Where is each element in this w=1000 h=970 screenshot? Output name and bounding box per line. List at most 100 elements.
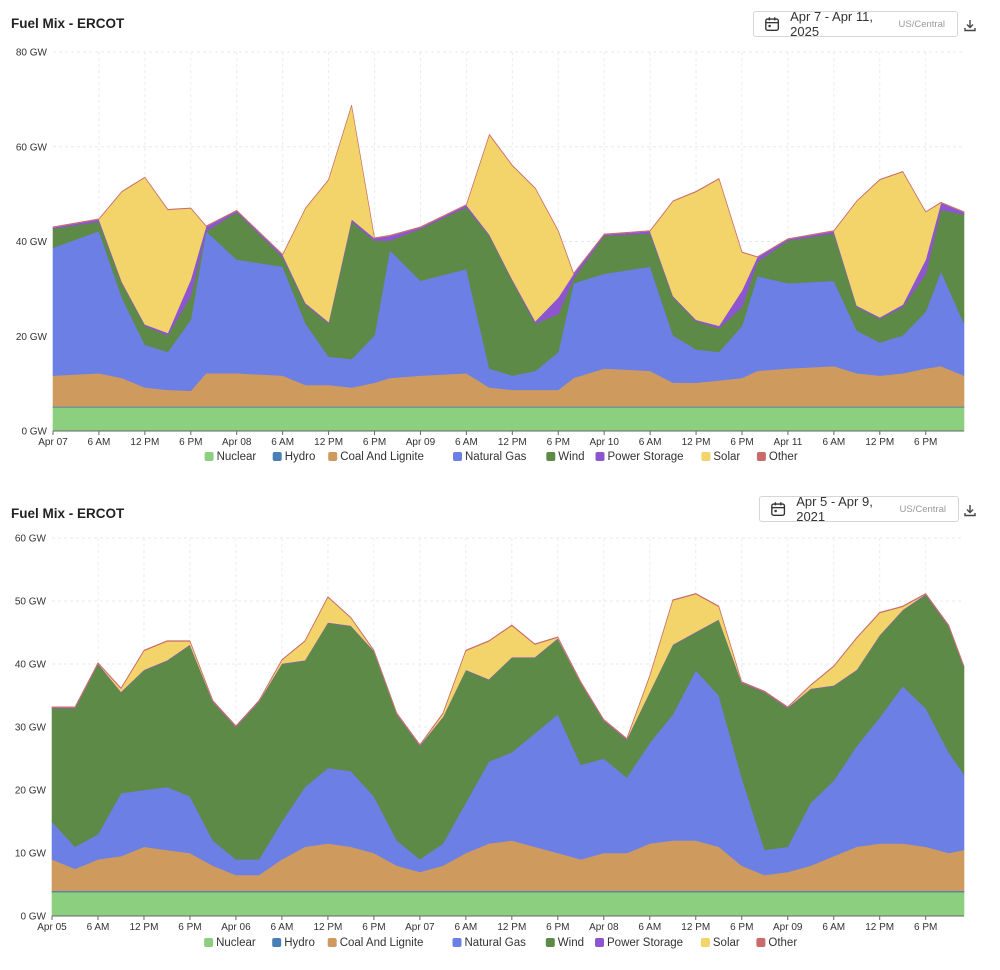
x-tick-label: Apr 11: [774, 437, 803, 448]
fuel-mix-panel-2021: 0 GW 10 GW 20 GW 30 GW 40 GW 50 GW 60 GW Apr 05…: [0, 490, 1000, 970]
x-tick-label: 6 AM: [455, 437, 478, 448]
legend-swatch: [545, 938, 555, 947]
legend-label: Coal And Lignite: [340, 937, 424, 949]
x-tick-label: 6 PM: [547, 437, 570, 448]
x-tick-label: Apr 05: [37, 922, 67, 933]
x-tick-label: 6 AM: [638, 922, 661, 933]
x-tick-label: Apr 08: [589, 922, 619, 933]
legend-item-wind: Wind: [546, 451, 585, 463]
date-range-picker[interactable]: Apr 5 - Apr 9, 2021 US/Central: [759, 494, 959, 524]
legend-label: Other: [768, 937, 797, 949]
x-tick-label: 6 PM: [730, 437, 753, 448]
legend-swatch: [204, 938, 214, 947]
download-icon[interactable]: [963, 18, 977, 32]
x-tick-label: Apr 10: [589, 437, 619, 448]
legend-item-power-storage: Power Storage: [595, 451, 684, 463]
legend-swatch: [546, 452, 556, 461]
legend-swatch: [453, 452, 462, 461]
x-tick-label: 6 AM: [271, 437, 294, 448]
legend-swatch: [595, 938, 604, 947]
date-range-picker[interactable]: Apr 7 - Apr 11, 2025 US/Central: [753, 9, 958, 39]
legend-item-natural-gas: Natural Gas: [453, 451, 527, 463]
legend-label: Solar: [713, 451, 740, 463]
calendar-icon: [765, 17, 780, 31]
legend-item-nuclear: Nuclear: [204, 937, 256, 949]
legend-item-wind: Wind: [545, 937, 584, 949]
y-tick-label: 20 GW: [16, 332, 48, 343]
legend-label: Wind: [558, 937, 584, 949]
download-icon[interactable]: [963, 503, 977, 517]
x-tick-label: 12 PM: [130, 922, 159, 933]
timezone-label: US/Central: [899, 503, 946, 515]
legend-item-power-storage: Power Storage: [595, 937, 683, 949]
date-range-label: Apr 7 - Apr 11, 2025: [790, 9, 873, 39]
x-tick-label: 6 PM: [730, 922, 753, 933]
x-tick-label: Apr 09: [406, 437, 436, 448]
legend-swatch: [756, 452, 766, 461]
y-tick-label: 30 GW: [15, 723, 47, 734]
y-tick-label: 0 GW: [20, 912, 46, 923]
y-tick-label: 80 GW: [16, 48, 48, 59]
date-range-label: Apr 5 - Apr 9, 2021: [796, 494, 873, 524]
y-tick-label: 0 GW: [21, 427, 47, 438]
x-tick-label: Apr 08: [222, 437, 252, 448]
x-tick-label: 12 PM: [865, 437, 894, 448]
x-tick-label: 12 PM: [681, 922, 710, 933]
x-tick-label: 6 AM: [87, 922, 110, 933]
legend-label: Power Storage: [607, 937, 683, 949]
x-tick-label: 12 PM: [313, 922, 342, 933]
legend-label: Natural Gas: [465, 937, 527, 949]
area-nuclear: [51, 891, 965, 917]
legend-label: Nuclear: [216, 937, 256, 949]
chart-title: Fuel Mix - ERCOT: [11, 16, 125, 31]
legend-label: Hydro: [284, 937, 315, 949]
x-tick-label: 12 PM: [130, 437, 159, 448]
legend-item-solar: Solar: [701, 451, 740, 463]
x-tick-label: Apr 07: [405, 922, 435, 933]
x-tick-label: 6 PM: [179, 437, 202, 448]
y-tick-label: 10 GW: [15, 849, 47, 860]
y-tick-label: 60 GW: [16, 142, 48, 153]
legend-swatch: [756, 938, 766, 947]
x-tick-label: 6 AM: [271, 922, 294, 933]
y-tick-label: 50 GW: [15, 597, 47, 608]
x-tick-label: 6 AM: [454, 922, 477, 933]
legend-item-other: Other: [756, 451, 798, 463]
legend-label: Nuclear: [217, 451, 257, 463]
y-tick-label: 40 GW: [15, 660, 47, 671]
legend-label: Natural Gas: [465, 451, 527, 463]
x-tick-label: 6 AM: [639, 437, 662, 448]
legend-label: Power Storage: [608, 451, 684, 463]
x-tick-label: 6 PM: [914, 922, 937, 933]
legend-item-natural-gas: Natural Gas: [452, 937, 527, 949]
area-other: [51, 593, 965, 746]
x-tick-label: 6 PM: [363, 437, 386, 448]
legend-item-hydro: Hydro: [272, 937, 315, 949]
x-tick-label: 6 AM: [822, 437, 845, 448]
x-tick-label: 12 PM: [682, 437, 711, 448]
legend-swatch: [701, 452, 711, 461]
x-tick-label: Apr 07: [38, 437, 68, 448]
calendar-icon: [771, 502, 786, 516]
legend-label: Coal And Lignite: [340, 451, 424, 463]
y-tick-label: 60 GW: [15, 534, 47, 545]
legend-label: Other: [769, 451, 798, 463]
x-tick-label: 12 PM: [314, 437, 343, 448]
legend-item-coal-and-lignite: Coal And Lignite: [327, 937, 424, 949]
chart-title: Fuel Mix - ERCOT: [11, 506, 125, 521]
fuel-mix-panel-2025: 0 GW 20 GW 40 GW 60 GW 80 GW Apr 07 6 AM 12 PM 6…: [0, 0, 1000, 480]
legend-item-solar: Solar: [700, 937, 740, 949]
x-tick-label: 12 PM: [865, 922, 894, 933]
x-tick-label: 6 PM: [362, 922, 385, 933]
legend-label: Wind: [558, 451, 584, 463]
legend-swatch: [272, 938, 282, 947]
y-tick-label: 20 GW: [15, 786, 47, 797]
legend-item-other: Other: [756, 937, 797, 949]
x-tick-label: 6 AM: [88, 437, 111, 448]
timezone-label: US/Central: [898, 18, 945, 30]
x-tick-label: 6 PM: [546, 922, 569, 933]
y-tick-label: 40 GW: [16, 237, 48, 248]
legend-item-coal-and-lignite: Coal And Lignite: [328, 451, 424, 463]
legend-label: Hydro: [285, 451, 316, 463]
legend-swatch: [272, 452, 282, 461]
